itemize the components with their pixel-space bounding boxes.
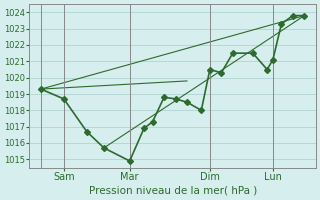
X-axis label: Pression niveau de la mer( hPa ): Pression niveau de la mer( hPa ) (89, 186, 257, 196)
